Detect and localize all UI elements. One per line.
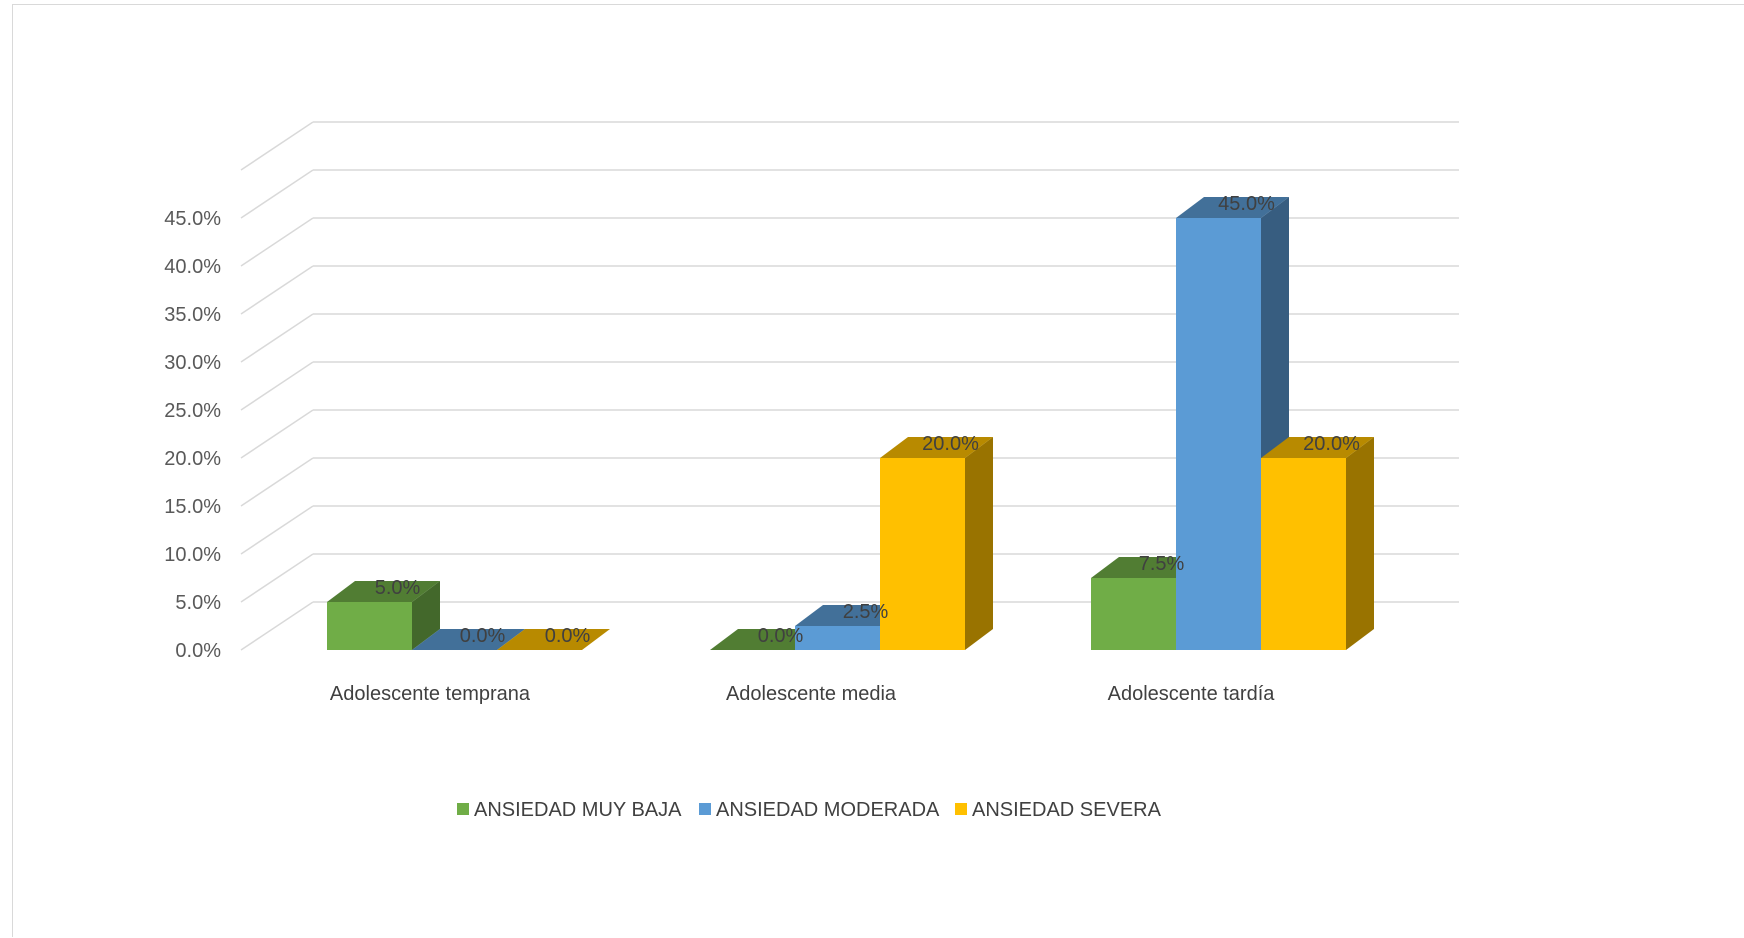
gridline-diagonal	[240, 457, 314, 507]
bar-top	[327, 581, 440, 602]
legend-swatch	[457, 803, 469, 815]
bar-chart: 0.0% 5.0% 10.0% 15.0% 20.0% 25.0% 30.0% 35.0% 40…	[164, 121, 1459, 821]
y-tick-label: 30.0%	[164, 352, 221, 374]
y-tick-label: 5.0%	[175, 592, 221, 614]
data-labels: 5.0% 0.0% 0.0% 0.0% 2.5% 20.0% 7.5% 45.0% 20.0%	[375, 193, 1360, 647]
data-label: 0.0%	[460, 625, 506, 647]
category-label: Adolescente media	[726, 683, 897, 705]
bar-top	[1091, 557, 1204, 578]
gridline-diagonal	[240, 361, 314, 411]
y-tick-label: 45.0%	[164, 208, 221, 230]
y-tick-label: 20.0%	[164, 448, 221, 470]
data-label: 5.0%	[375, 577, 421, 599]
legend-swatch	[699, 803, 711, 815]
bar-top	[880, 437, 993, 458]
bar-front	[880, 458, 965, 650]
bar-front	[327, 602, 412, 650]
gridline-diagonal	[240, 313, 314, 363]
data-label: 7.5%	[1139, 553, 1185, 575]
gridline-diagonal	[240, 265, 314, 315]
data-label: 0.0%	[758, 625, 804, 647]
bar	[327, 581, 440, 650]
chart-frame: 0.0% 5.0% 10.0% 15.0% 20.0% 25.0% 30.0% 35.0% 40…	[12, 4, 1744, 937]
bar-side	[965, 437, 993, 650]
y-tick-label: 35.0%	[164, 304, 221, 326]
category-label: Adolescente tardía	[1108, 683, 1276, 705]
y-tick-label: 15.0%	[164, 496, 221, 518]
legend-swatch	[955, 803, 967, 815]
bar-front	[1176, 218, 1261, 650]
data-label: 45.0%	[1218, 193, 1275, 215]
y-tick-label: 10.0%	[164, 544, 221, 566]
y-axis-ticks: 0.0% 5.0% 10.0% 15.0% 20.0% 25.0% 30.0% 35.0% 40…	[164, 208, 221, 662]
bar	[1261, 437, 1374, 650]
category-label: Adolescente temprana	[330, 683, 531, 705]
bar-top	[1176, 197, 1289, 218]
bar-side	[1346, 437, 1374, 650]
bar-top	[710, 629, 823, 650]
legend-item: ANSIEDAD MUY BAJA	[457, 799, 682, 821]
legend-item: ANSIEDAD MODERADA	[699, 799, 940, 821]
gridline-diagonal	[240, 217, 314, 267]
gridline-diagonal	[240, 601, 314, 651]
gridline-diagonal	[240, 121, 314, 171]
bar	[497, 629, 610, 650]
bar-top	[497, 629, 610, 650]
gridline-diagonal	[240, 169, 314, 219]
bar-front	[795, 626, 880, 650]
bar-side	[412, 581, 440, 650]
bar	[880, 437, 993, 650]
gridline-diagonal	[240, 409, 314, 459]
bar-front	[1261, 458, 1346, 650]
gridline-diagonal	[240, 505, 314, 555]
y-tick-label: 25.0%	[164, 400, 221, 422]
legend: ANSIEDAD MUY BAJA ANSIEDAD MODERADA ANSIED…	[457, 799, 1162, 821]
bar	[710, 629, 823, 650]
data-label: 2.5%	[843, 601, 889, 623]
bar	[412, 629, 525, 650]
data-label: 20.0%	[922, 433, 979, 455]
bar-front	[1091, 578, 1176, 650]
gridline-diagonal	[240, 553, 314, 603]
bar-top	[1261, 437, 1374, 458]
x-axis-categories: Adolescente temprana Adolescente media Ado…	[330, 683, 1275, 705]
data-label: 20.0%	[1303, 433, 1360, 455]
bar-top	[795, 605, 908, 626]
legend-label: ANSIEDAD MUY BAJA	[474, 799, 682, 821]
y-tick-label: 40.0%	[164, 256, 221, 278]
legend-item: ANSIEDAD SEVERA	[955, 799, 1162, 821]
legend-label: ANSIEDAD SEVERA	[972, 799, 1162, 821]
y-tick-label: 0.0%	[175, 640, 221, 662]
legend-label: ANSIEDAD MODERADA	[716, 799, 940, 821]
bar-top	[412, 629, 525, 650]
data-label: 0.0%	[545, 625, 591, 647]
bars	[327, 197, 1374, 650]
